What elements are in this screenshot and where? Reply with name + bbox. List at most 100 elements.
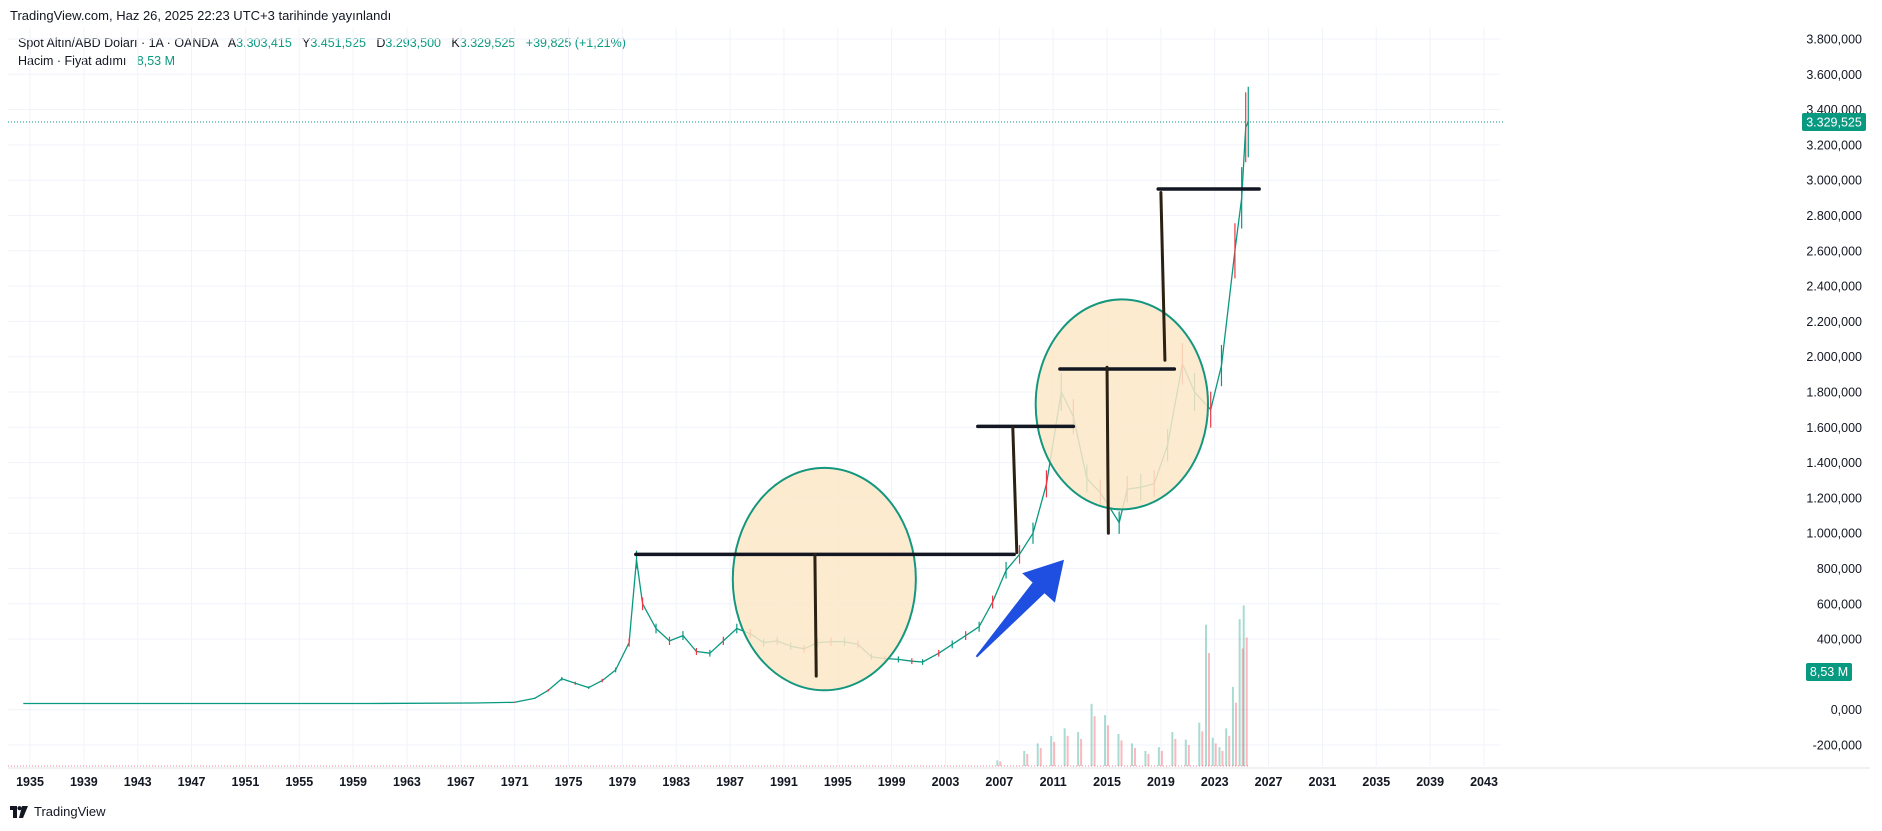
x-tick-label: 1963 [393,775,421,789]
volume-value-label: 8,53 M [1810,665,1848,679]
y-tick-label: 1.800,000 [1806,386,1862,400]
time-axis[interactable]: 1935 1939 1943 1947 1951 1955 1959 1963 1967 1971… [16,775,1498,789]
volume-bar [1184,739,1187,766]
volume-bar [1205,624,1208,766]
highlight-circle [731,466,917,692]
volume-bar [1218,747,1221,766]
x-tick-label: 1951 [232,775,260,789]
y-tick-label: 1.400,000 [1806,456,1862,470]
volume-bar [1130,743,1133,766]
volume-row: Hacim · Fiyat adımı 8,53 M [18,52,626,70]
volume-bar [1026,753,1029,766]
x-tick-label: 2019 [1147,775,1175,789]
y-tick-label: 2.000,000 [1806,350,1862,364]
measure-line [1011,425,1019,555]
volume-bar [1225,728,1228,766]
volume-bar [999,761,1002,766]
x-tick-label: 1999 [878,775,906,789]
x-tick-label: 1987 [716,775,744,789]
volume-bar [1171,732,1174,766]
x-tick-label: 2039 [1416,775,1444,789]
volume-bar [1208,653,1211,766]
x-tick-label: 1967 [447,775,475,789]
x-tick-label: 1975 [555,775,583,789]
y-tick-label: 3.600,000 [1806,68,1862,82]
y-tick-label: 2.400,000 [1806,280,1862,294]
volume-bar [1231,686,1234,766]
price-axis[interactable]: 3.800,0003.600,0003.400,0003.200,0003.00… [1802,33,1866,753]
y-tick-label: 3.000,000 [1806,174,1862,188]
x-tick-label: 1959 [339,775,367,789]
volume-bar [1174,738,1177,766]
volume-bar [1117,733,1120,766]
volume-bar [1120,740,1123,766]
volume-bar [1245,637,1248,766]
x-tick-label: 1995 [824,775,852,789]
footer-brand[interactable]: TradingView [10,804,106,819]
tradingview-logo-icon [10,805,28,818]
drawing-annotations[interactable] [634,187,1261,692]
grid [8,28,1870,769]
volume-bar [1187,744,1190,766]
x-tick-label: 2023 [1201,775,1229,789]
volume-bar [1093,716,1096,766]
volume-bar [1080,738,1083,766]
x-tick-label: 1991 [770,775,798,789]
y-tick-label: 2.800,000 [1806,209,1862,223]
volume-bar [1242,605,1245,766]
y-tick-label: 1.600,000 [1806,421,1862,435]
footer-brand-label: TradingView [34,804,106,819]
x-tick-label: 2015 [1093,775,1121,789]
x-tick-label: 2003 [932,775,960,789]
volume-bar [1198,722,1201,766]
x-tick-label: 2027 [1255,775,1283,789]
y-tick-label: 600,000 [1817,597,1862,611]
published-caption: TradingView.com, Haz 26, 2025 22:23 UTC+… [10,8,392,23]
trend-arrow [975,559,1064,658]
y-tick-label: 3.800,000 [1806,33,1862,47]
y-tick-label: 2.600,000 [1806,244,1862,258]
volume-bar [1090,703,1093,766]
x-tick-label: 1947 [178,775,206,789]
volume-bar [1241,648,1244,766]
volume-bar [1036,743,1039,766]
volume-bar [1228,735,1231,766]
volume-bars [8,605,1249,767]
y-tick-label: -200,000 [1813,739,1862,753]
x-tick-label: 1955 [285,775,313,789]
volume-bar [1234,702,1237,766]
x-tick-label: 2007 [985,775,1013,789]
y-tick-label: 0,000 [1831,703,1862,717]
y-tick-label: 3.200,000 [1806,138,1862,152]
volume-bar [1144,750,1147,766]
x-tick-label: 1939 [70,775,98,789]
highlight-circle [1034,298,1210,511]
volume-bar [1107,725,1110,766]
volume-bar [1053,741,1056,766]
volume-bar [1133,747,1136,766]
current-price-label: 3.329,525 [1806,116,1862,130]
y-tick-label: 400,000 [1817,633,1862,647]
volume-bar [1160,750,1163,766]
volume-bar [1104,715,1107,766]
y-tick-label: 800,000 [1817,562,1862,576]
current-price-badge [1802,113,1866,132]
volume-bar [1238,619,1241,766]
volume-label[interactable]: Hacim · Fiyat adımı [18,54,127,68]
volume-bar [1063,728,1066,766]
x-tick-label: 2035 [1362,775,1390,789]
open-label: A [227,36,237,50]
volume-value-badge [1806,663,1852,681]
x-tick-label: 1971 [501,775,529,789]
measure-line [813,552,818,678]
x-tick-label: 2043 [1470,775,1498,789]
volume-bar [1211,737,1214,766]
x-tick-label: 1935 [16,775,44,789]
volume-bar [1157,747,1160,766]
x-tick-label: 1983 [662,775,690,789]
volume-bar [1066,735,1069,766]
x-tick-label: 1979 [608,775,636,789]
volume-bar [1023,750,1026,766]
volume-value: 8,53 M [136,54,175,68]
